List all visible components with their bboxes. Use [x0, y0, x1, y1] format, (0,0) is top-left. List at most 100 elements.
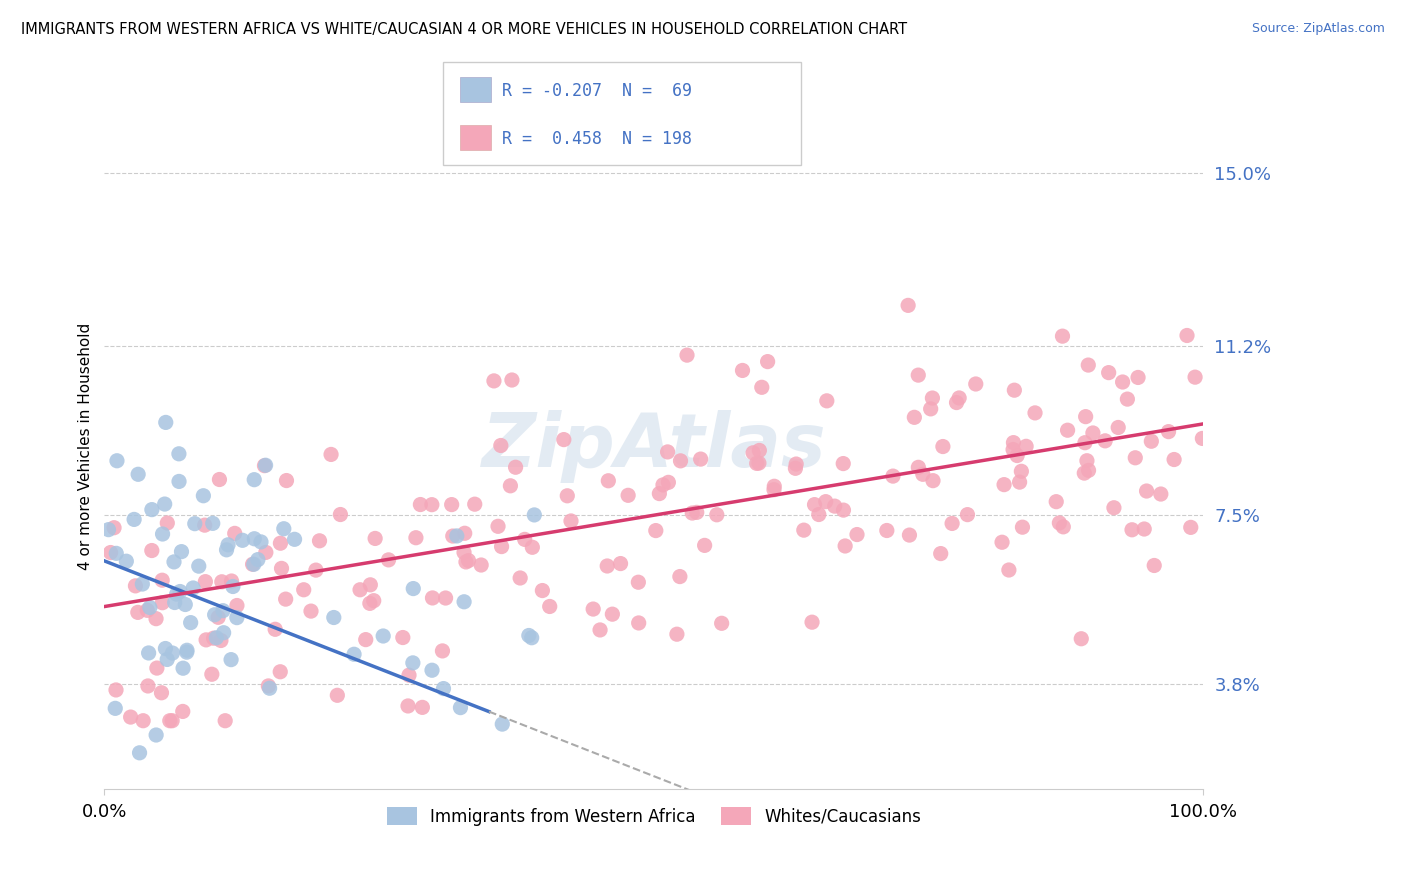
Point [903, 410, 925, 425]
Point [162, 646, 184, 660]
Point [402, 656, 425, 670]
Point [941, 516, 963, 531]
Point [898, 528, 921, 542]
Point [965, 376, 987, 391]
Point [373, 629, 395, 643]
Point [706, 508, 728, 522]
Point [1074, 435, 1097, 450]
Point [273, 522, 295, 536]
Point [648, 486, 671, 500]
Point [1180, 520, 1202, 534]
Point [440, 498, 463, 512]
Point [432, 644, 454, 658]
Point [669, 454, 692, 468]
Point [159, 714, 181, 728]
Point [609, 557, 631, 571]
Point [1002, 435, 1025, 450]
Point [1140, 434, 1163, 449]
Point [136, 603, 159, 617]
Point [392, 631, 415, 645]
Point [349, 582, 371, 597]
Point [205, 631, 228, 645]
Point [138, 646, 160, 660]
Point [105, 546, 128, 560]
Point [882, 469, 904, 483]
Point [120, 710, 142, 724]
Point [560, 514, 582, 528]
Point [243, 532, 266, 546]
Point [411, 700, 433, 714]
Point [1077, 358, 1099, 372]
Point [105, 454, 128, 468]
Point [897, 298, 920, 312]
Point [509, 571, 531, 585]
Point [793, 523, 815, 537]
Point [932, 440, 955, 454]
Point [1010, 464, 1032, 478]
Text: R = -0.207  N =  69: R = -0.207 N = 69 [502, 82, 692, 100]
Point [627, 575, 650, 590]
Point [184, 516, 207, 531]
Point [644, 524, 666, 538]
Point [150, 596, 173, 610]
Point [115, 554, 138, 568]
Point [454, 526, 477, 541]
Point [446, 529, 468, 543]
Point [1126, 370, 1149, 384]
Text: ZipAtlas: ZipAtlas [481, 410, 827, 483]
Point [226, 599, 249, 613]
Point [201, 516, 224, 531]
Point [127, 467, 149, 482]
Point [686, 505, 709, 519]
Point [254, 545, 277, 559]
Point [470, 558, 492, 572]
Point [343, 647, 366, 661]
Point [553, 433, 575, 447]
Point [176, 645, 198, 659]
Point [160, 714, 183, 728]
Point [454, 555, 477, 569]
Point [269, 536, 291, 550]
Point [1184, 370, 1206, 384]
Point [1175, 328, 1198, 343]
Point [174, 598, 197, 612]
Point [991, 535, 1014, 549]
Point [1111, 375, 1133, 389]
Point [136, 679, 159, 693]
Point [221, 574, 243, 588]
Point [669, 569, 692, 583]
Point [250, 535, 273, 549]
Point [212, 604, 235, 618]
Point [1191, 432, 1213, 446]
Point [202, 631, 225, 645]
Point [1135, 483, 1157, 498]
Point [187, 559, 209, 574]
Point [246, 552, 269, 566]
Point [1123, 450, 1146, 465]
Point [457, 553, 479, 567]
Point [139, 600, 162, 615]
Point [602, 607, 624, 622]
Point [170, 544, 193, 558]
Point [948, 391, 970, 405]
Point [194, 518, 217, 533]
Point [582, 602, 605, 616]
Point [489, 438, 512, 452]
Point [217, 538, 239, 552]
Point [156, 652, 179, 666]
Text: IMMIGRANTS FROM WESTERN AFRICA VS WHITE/CAUCASIAN 4 OR MORE VEHICLES IN HOUSEHOL: IMMIGRANTS FROM WESTERN AFRICA VS WHITE/… [21, 22, 907, 37]
Point [1052, 520, 1074, 534]
Point [824, 499, 846, 513]
Point [1076, 454, 1098, 468]
Point [1052, 329, 1074, 343]
Point [231, 533, 253, 548]
Point [195, 632, 218, 647]
Point [422, 591, 444, 605]
Point [1047, 516, 1070, 530]
Point [402, 582, 425, 596]
Point [876, 524, 898, 538]
Point [681, 506, 703, 520]
Point [214, 714, 236, 728]
Point [305, 563, 328, 577]
Point [155, 641, 177, 656]
